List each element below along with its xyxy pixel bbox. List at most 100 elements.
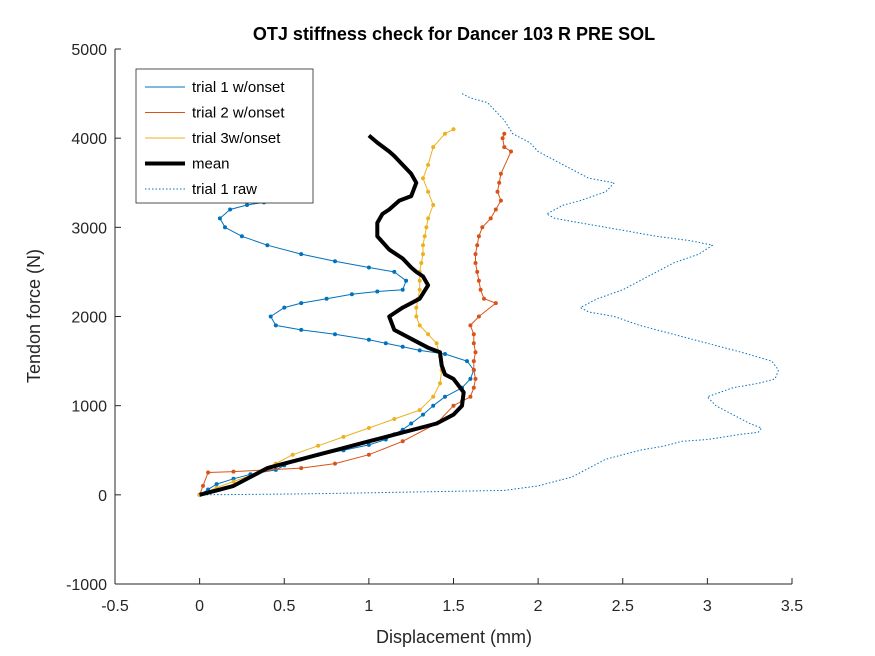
data-point bbox=[473, 376, 478, 381]
data-point bbox=[223, 225, 227, 230]
data-point bbox=[471, 359, 476, 364]
data-point bbox=[421, 176, 425, 181]
data-point bbox=[443, 131, 447, 136]
x-tick-label: 2 bbox=[534, 598, 543, 615]
data-point bbox=[424, 225, 429, 230]
y-tick-label: 1000 bbox=[71, 399, 107, 416]
series-line bbox=[199, 133, 466, 497]
data-point bbox=[217, 216, 222, 221]
data-point bbox=[421, 412, 425, 417]
data-point bbox=[417, 287, 422, 292]
y-tick-label: 2000 bbox=[71, 310, 107, 327]
data-point bbox=[366, 265, 371, 270]
series-trial-2-w-onset bbox=[197, 131, 513, 497]
legend-label: trial 2 w/onset bbox=[192, 105, 285, 122]
data-point bbox=[468, 394, 473, 399]
data-point bbox=[426, 216, 431, 221]
data-point bbox=[426, 189, 431, 194]
data-point bbox=[476, 234, 481, 239]
data-point bbox=[290, 452, 295, 457]
data-point bbox=[451, 403, 456, 408]
data-point bbox=[434, 341, 439, 346]
data-point bbox=[497, 180, 502, 185]
data-point bbox=[409, 421, 414, 426]
y-tick-label: -1000 bbox=[66, 577, 107, 594]
data-point bbox=[414, 314, 419, 319]
data-point bbox=[500, 136, 505, 141]
x-tick-label: 1.5 bbox=[442, 598, 464, 615]
data-point bbox=[265, 243, 270, 248]
data-point bbox=[421, 243, 425, 248]
data-point bbox=[299, 466, 304, 471]
axes-layer: -0.5 0 0.5 1 1.5 2 2.5 3 3.5 -1000 0 1000 2000 3000 4… bbox=[66, 42, 803, 615]
data-point bbox=[417, 348, 422, 353]
data-point bbox=[245, 203, 249, 207]
data-point bbox=[299, 252, 304, 257]
data-point bbox=[333, 332, 337, 337]
x-tick-label: 1 bbox=[364, 598, 373, 615]
data-point bbox=[478, 287, 483, 292]
x-ticks: -0.5 0 0.5 1 1.5 2 2.5 3 3.5 bbox=[101, 578, 803, 615]
data-point bbox=[471, 332, 476, 337]
data-point bbox=[502, 145, 507, 150]
y-tick-label: 5000 bbox=[71, 42, 107, 59]
legend-label: mean bbox=[192, 156, 230, 173]
data-point bbox=[299, 327, 304, 332]
data-point bbox=[493, 207, 498, 212]
data-point bbox=[324, 296, 329, 301]
data-point bbox=[366, 337, 371, 342]
legend-label: trial 1 raw bbox=[192, 181, 257, 198]
data-point bbox=[476, 278, 481, 283]
data-point bbox=[502, 131, 507, 136]
y-axis-label: Tendon force (N) bbox=[24, 249, 44, 383]
data-point bbox=[438, 381, 442, 386]
data-point bbox=[417, 323, 422, 328]
data-point bbox=[431, 394, 436, 399]
data-point bbox=[475, 243, 480, 248]
data-point bbox=[333, 259, 337, 264]
x-axis-label: Displacement (mm) bbox=[376, 627, 532, 647]
data-point bbox=[465, 359, 469, 364]
data-point bbox=[214, 482, 219, 487]
data-point bbox=[498, 198, 503, 203]
data-point bbox=[471, 368, 476, 372]
data-point bbox=[239, 234, 244, 239]
data-point bbox=[493, 301, 498, 306]
data-point bbox=[431, 403, 436, 408]
data-point bbox=[443, 394, 447, 399]
y-tick-label: 3000 bbox=[71, 220, 107, 237]
data-point bbox=[426, 162, 431, 167]
x-tick-label: 0 bbox=[195, 598, 204, 615]
data-point bbox=[404, 278, 409, 283]
data-point bbox=[316, 443, 321, 448]
legend-box bbox=[135, 68, 314, 204]
series-layer bbox=[197, 93, 779, 497]
data-point bbox=[417, 278, 422, 283]
x-tick-label: 3 bbox=[703, 598, 712, 615]
data-point bbox=[400, 344, 405, 349]
legend: trial 1 w/onset trial 2 w/onset trial 3w/o… bbox=[135, 68, 314, 204]
data-point bbox=[231, 469, 236, 474]
x-tick-label: 0.5 bbox=[273, 598, 295, 615]
data-point bbox=[419, 261, 424, 265]
data-point bbox=[231, 479, 236, 484]
data-point bbox=[268, 314, 273, 319]
data-point bbox=[201, 483, 205, 488]
x-tick-label: 2.5 bbox=[612, 598, 634, 615]
data-point bbox=[349, 292, 354, 297]
series-trial-3w-onset bbox=[197, 127, 456, 497]
series-mean bbox=[199, 133, 466, 497]
legend-label: trial 1 w/onset bbox=[192, 79, 285, 96]
data-point bbox=[414, 305, 419, 310]
data-point bbox=[431, 203, 436, 207]
y-tick-label: 0 bbox=[98, 488, 107, 505]
data-point bbox=[383, 341, 388, 346]
data-point bbox=[473, 350, 478, 355]
data-point bbox=[495, 189, 500, 194]
data-point bbox=[375, 289, 380, 294]
data-point bbox=[206, 470, 211, 475]
series-line bbox=[199, 93, 779, 496]
series-trial-1-raw bbox=[199, 93, 779, 496]
data-point bbox=[476, 314, 481, 319]
